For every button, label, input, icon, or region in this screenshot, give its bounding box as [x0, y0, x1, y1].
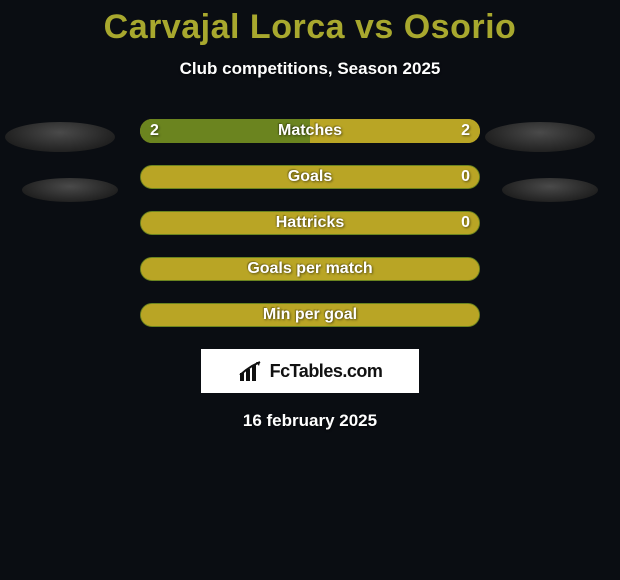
comparison-chart: Matches22 Goals0 Hattricks0 Goals per match… [0, 119, 620, 327]
stat-row: Matches22 [0, 119, 620, 143]
chart-date: 16 february 2025 [0, 411, 620, 431]
stat-bar-left [140, 119, 310, 143]
stat-bar-left [141, 304, 479, 326]
stat-row: Min per goal [0, 303, 620, 327]
subtitle: Club competitions, Season 2025 [0, 59, 620, 79]
source-logo-text: FcTables.com [270, 361, 383, 382]
stat-bar-track [140, 119, 480, 143]
page-title: Carvajal Lorca vs Osorio [0, 0, 620, 47]
stat-row: Goals0 [0, 165, 620, 189]
stat-bar-left [141, 166, 479, 188]
stat-row: Goals per match [0, 257, 620, 281]
stat-bar-right [310, 119, 480, 143]
stat-bar-track [140, 257, 480, 281]
stat-bar-track [140, 303, 480, 327]
bar-chart-icon [238, 361, 264, 381]
source-logo: FcTables.com [201, 349, 419, 393]
stat-bar-track [140, 211, 480, 235]
stat-bar-left [141, 212, 479, 234]
stat-row: Hattricks0 [0, 211, 620, 235]
stat-bar-left [141, 258, 479, 280]
stat-bar-track [140, 165, 480, 189]
